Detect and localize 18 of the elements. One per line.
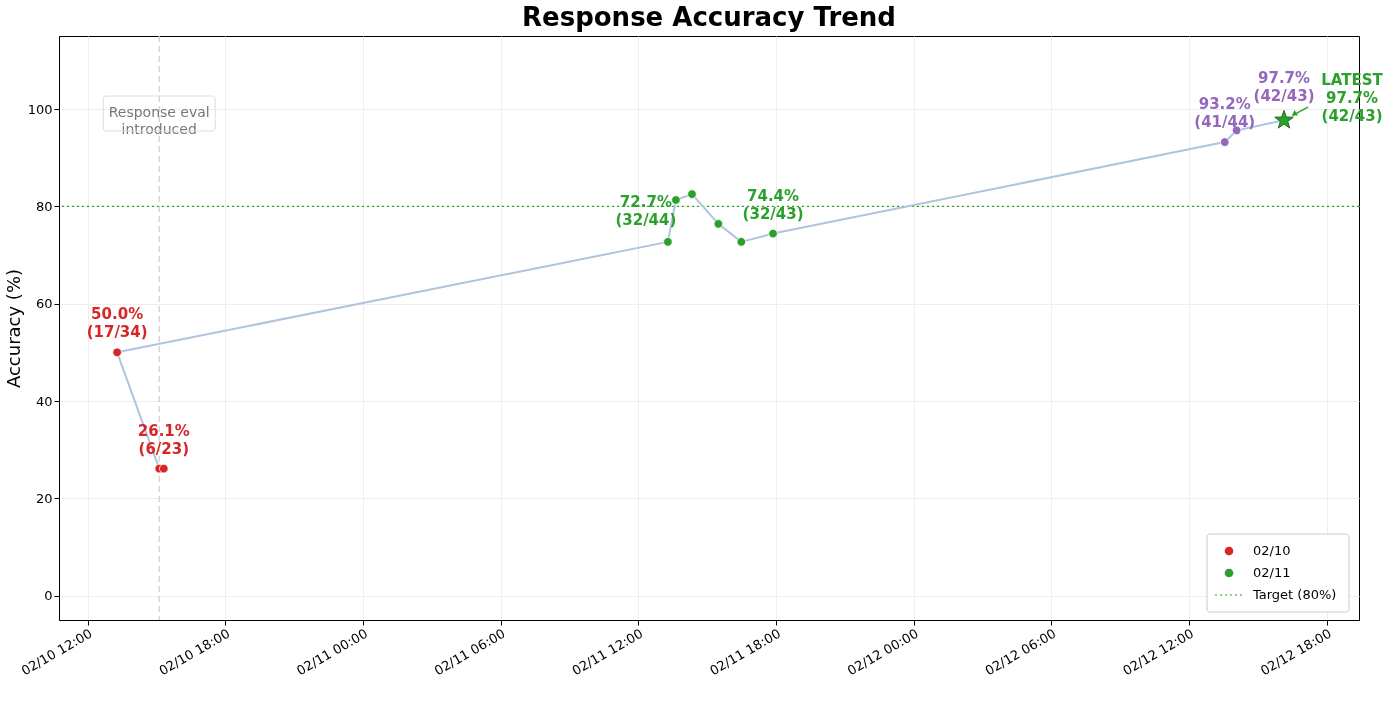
y-tick-label: 0 [44, 588, 53, 604]
annotation: 50.0% (17/34) [86, 305, 148, 342]
y-tick-label: 20 [35, 490, 53, 506]
y-tick-label: 60 [35, 296, 53, 312]
legend-label: 02/10 [1253, 543, 1291, 558]
y-tick-label: 80 [35, 198, 53, 214]
legend-label: Target (80%) [1252, 587, 1337, 602]
legend-label: 02/11 [1253, 565, 1291, 580]
annotation: 93.2% (41/44) [1194, 95, 1256, 132]
y-tick-label: 40 [35, 393, 53, 409]
annotation: 26.1% (6/23) [137, 421, 190, 458]
chart-title: Response Accuracy Trend [522, 2, 896, 33]
y-axis-title: Accuracy (%) [2, 268, 24, 389]
annotation: 97.7% (42/43) [1253, 69, 1315, 106]
annotation: 72.7% (32/44) [615, 192, 677, 229]
annotation: 74.4% (32/43) [742, 186, 804, 223]
y-tick-label: 100 [27, 101, 53, 117]
ref-line-label: Response eval introduced [108, 104, 210, 137]
